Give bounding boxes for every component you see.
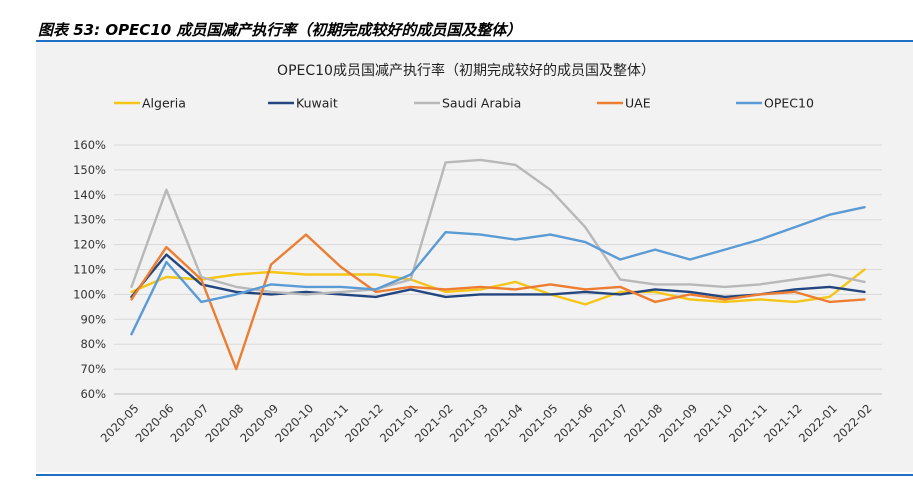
- y-tick-label: 60%: [80, 387, 106, 401]
- y-tick-label: 70%: [80, 362, 106, 376]
- y-tick-label: 160%: [73, 138, 106, 152]
- series-line-kuwait: [130, 253, 866, 299]
- y-axis: 160% 150% 140% 130% 120% 110% 100% 90% 80% 70% 60%: [73, 138, 106, 401]
- y-tick-label: 90%: [80, 312, 106, 326]
- x-axis: 2020-052020-062020-072020-082020-092020-…: [98, 393, 882, 445]
- legend: Algeria Kuwait Saudi Arabia UAE OPEC10: [114, 96, 814, 111]
- y-tick-label: 100%: [73, 287, 106, 301]
- chart-panel: OPEC10成员国减产执行率（初期完成较好的成员国及整体） Algeria Kuw…: [36, 42, 913, 472]
- figure-title: 图表 53: OPEC10 成员国减产执行率（初期完成较好的成员国及整体）: [38, 21, 522, 39]
- header-divider: [36, 40, 913, 42]
- legend-label: Kuwait: [296, 96, 338, 111]
- y-tick-label: 120%: [73, 238, 106, 252]
- legend-label: Algeria: [142, 96, 186, 111]
- chart-title: OPEC10成员国减产执行率（初期完成较好的成员国及整体）: [277, 62, 655, 79]
- x-tick-label: 2022-02: [831, 401, 875, 445]
- series-lines: [130, 158, 866, 371]
- y-tick-label: 80%: [80, 337, 106, 351]
- figure-header: 图表 53: OPEC10 成员国减产执行率（初期完成较好的成员国及整体）: [0, 0, 913, 44]
- y-tick-label: 110%: [73, 263, 106, 277]
- series-line-uae: [130, 233, 866, 371]
- line-chart: OPEC10成员国减产执行率（初期完成较好的成员国及整体） Algeria Kuw…: [73, 62, 882, 445]
- legend-label: OPEC10: [764, 96, 814, 111]
- footer-divider: [36, 474, 913, 476]
- y-tick-label: 150%: [73, 163, 106, 177]
- gridlines: [114, 144, 882, 395]
- legend-label: UAE: [625, 96, 651, 111]
- series-line-opec10: [130, 205, 866, 336]
- y-tick-label: 130%: [73, 213, 106, 227]
- series-line-algeria: [130, 268, 866, 306]
- y-tick-label: 140%: [73, 188, 106, 202]
- legend-label: Saudi Arabia: [442, 96, 521, 111]
